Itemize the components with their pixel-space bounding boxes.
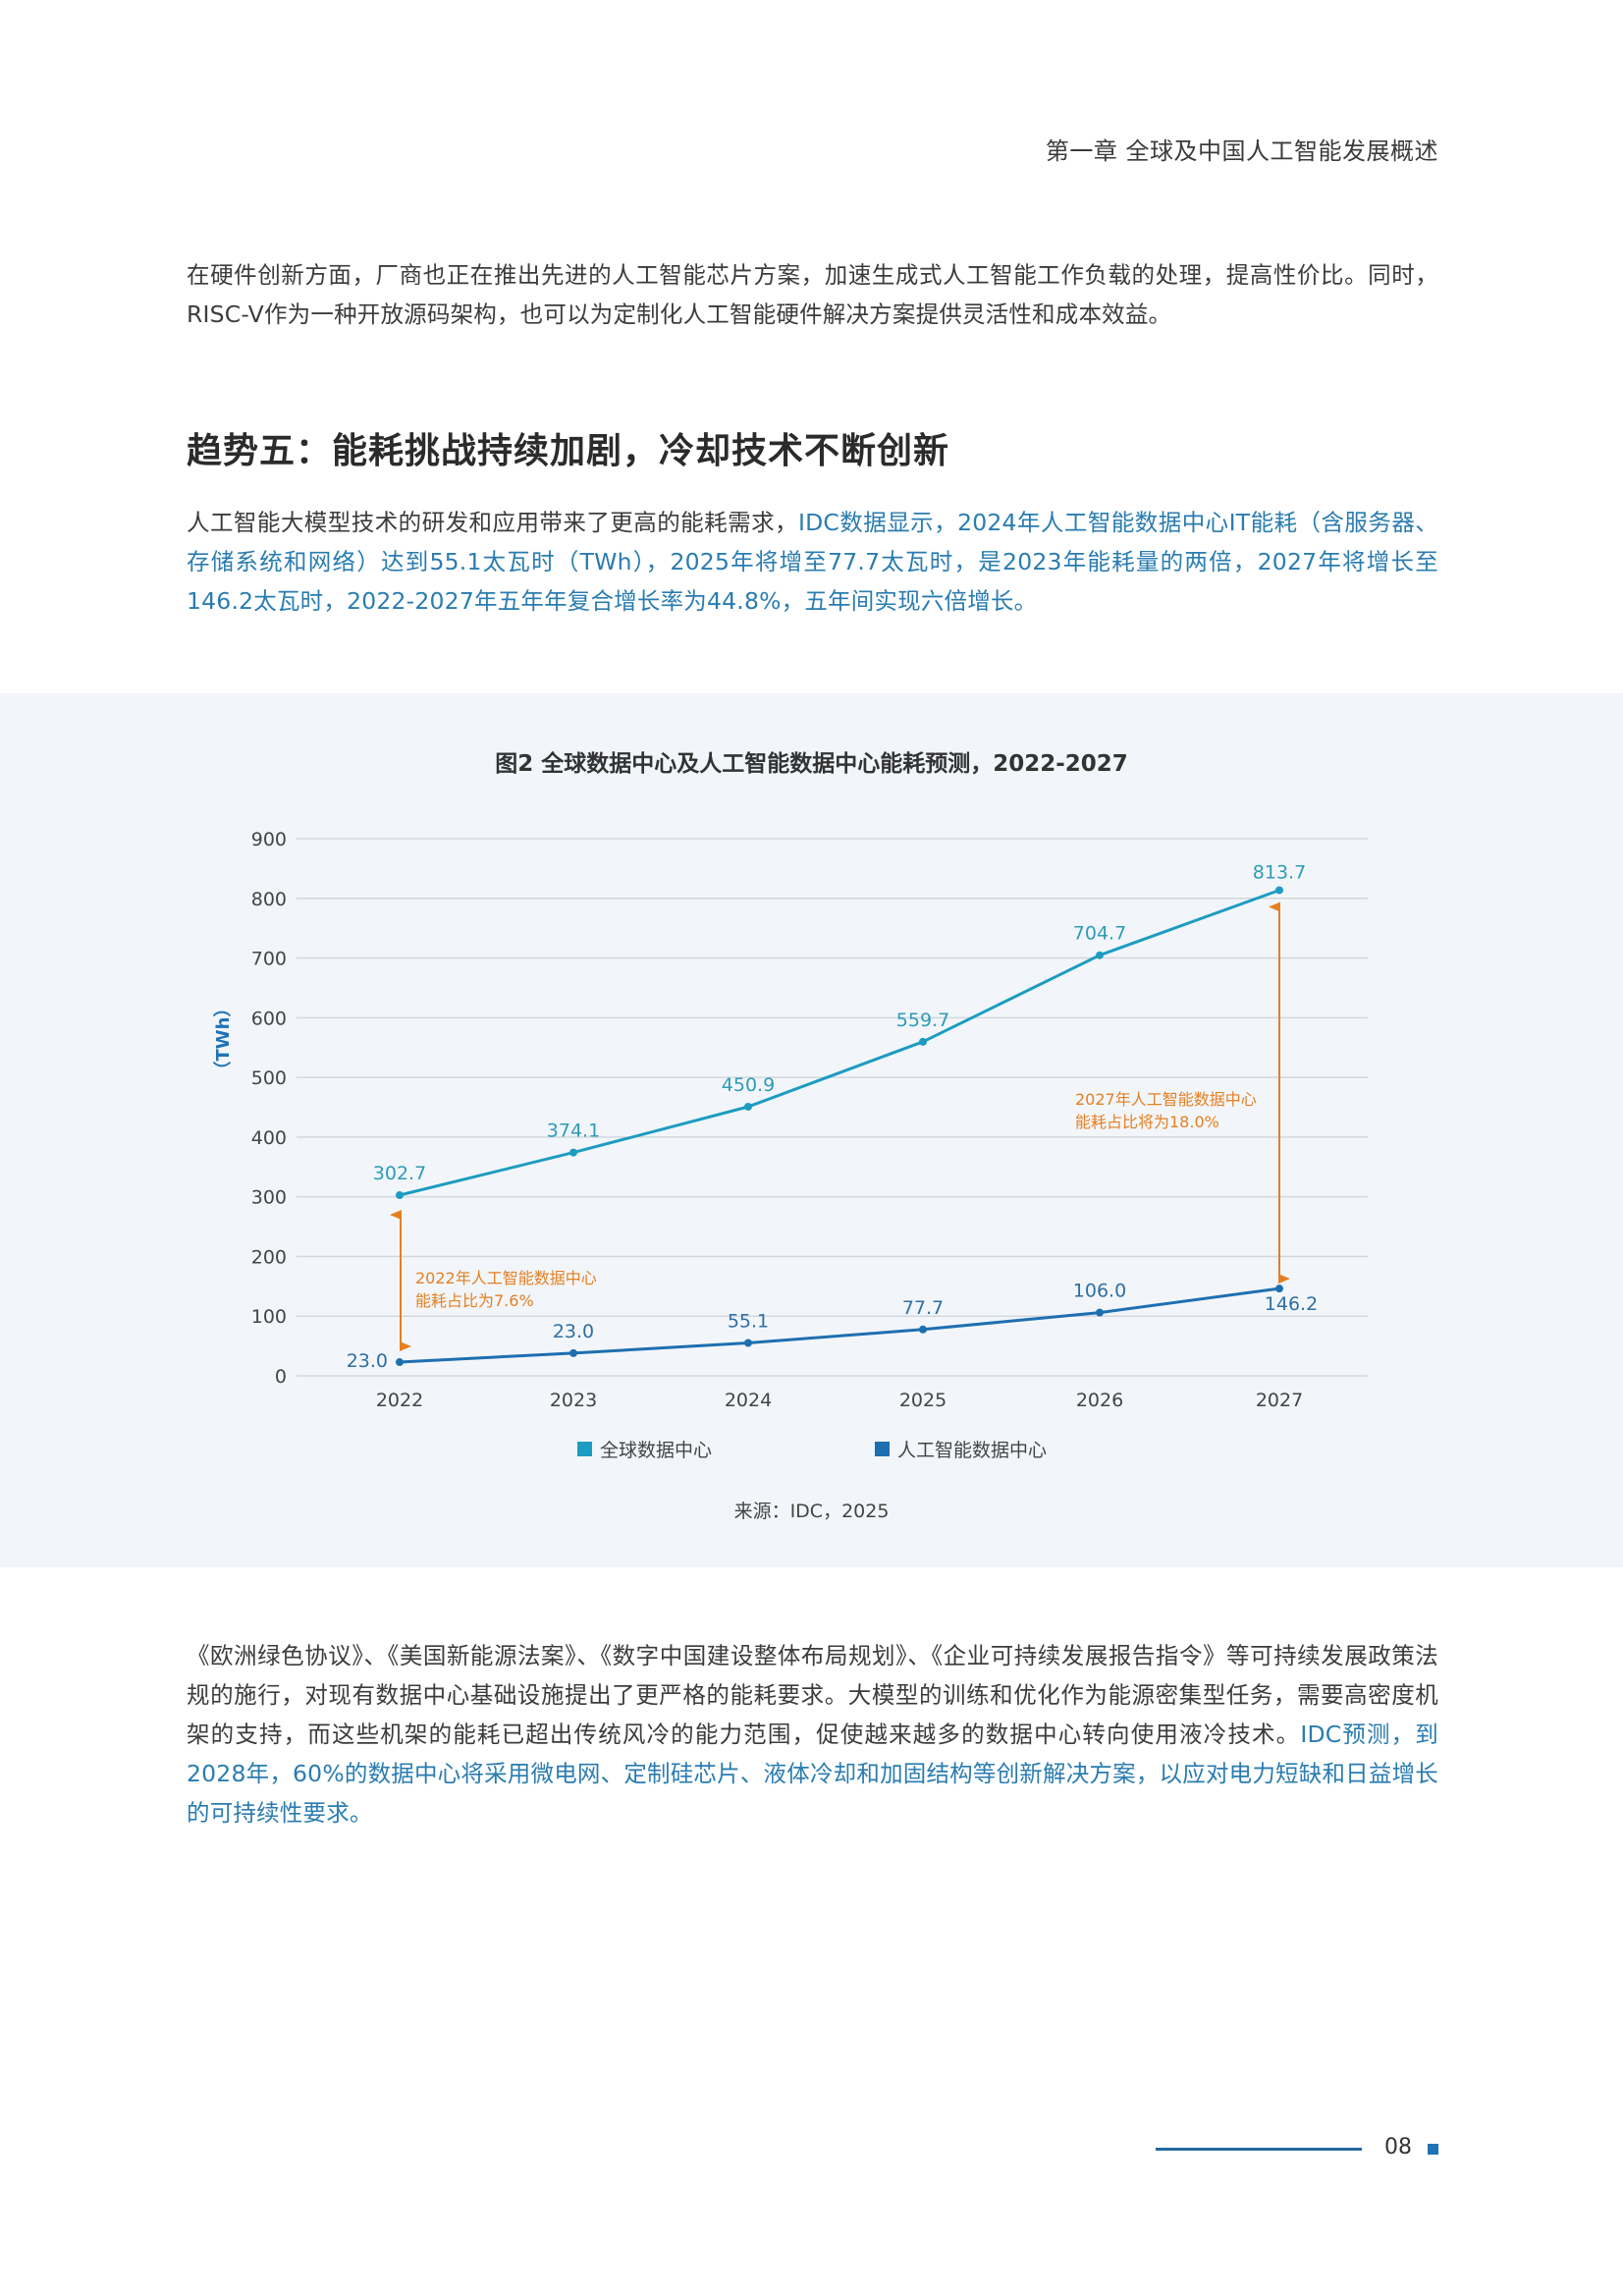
y-tick-label: 300	[251, 1187, 287, 1209]
data-label: 23.0	[347, 1350, 388, 1372]
page-marker-square-icon	[1428, 2144, 1438, 2155]
chart-gridlines	[297, 838, 1368, 1377]
data-point	[1275, 886, 1283, 895]
legend-swatch-global	[577, 1442, 592, 1456]
x-axis-ticks: 2022 2023 2024 2025 2026 2027	[376, 1390, 1303, 1411]
data-label: 55.1	[728, 1311, 769, 1333]
x-tick-label: 2027	[1256, 1390, 1303, 1411]
data-point	[919, 1325, 927, 1334]
annotation-text-2027: 2027年人工智能数据中心	[1075, 1090, 1257, 1109]
series-line	[399, 889, 1280, 1197]
data-label: 302.7	[373, 1163, 426, 1184]
data-label: 450.9	[722, 1074, 775, 1096]
paragraph-idc-highlight: IDC数据显示，2024年人工智能数据中心IT能耗（含服务器、存储系统和网络）达…	[187, 509, 1438, 615]
y-tick-label: 900	[251, 829, 287, 850]
y-axis-ticks: 0 100 200 300 400 500 600 700 800 900	[251, 829, 287, 1388]
chart-legend: 全球数据中心 人工智能数据中心	[0, 1436, 1623, 1465]
y-tick-label: 100	[251, 1306, 287, 1328]
paragraph-hardware-innovation: 在硬件创新方面，厂商也正在推出先进的人工智能芯片方案，加速生成式人工智能工作负载…	[187, 261, 1438, 328]
paragraph-energy-demand: 人工智能大模型技术的研发和应用带来了更高的能耗需求，IDC数据显示，2024年人…	[187, 503, 1438, 621]
legend-item-ai: 人工智能数据中心	[875, 1436, 1047, 1462]
paragraph-idc-forecast-highlight: IDC预测，到2028年，60%的数据中心将采用微电网、定制硅芯片、液体冷却和加…	[187, 1721, 1438, 1827]
paragraph-plain-text: 人工智能大模型技术的研发和应用带来了更高的能耗需求，	[187, 509, 798, 536]
figure-source: 来源：IDC，2025	[733, 1501, 890, 1522]
x-tick-label: 2025	[899, 1390, 947, 1411]
paragraph-policy: 《欧洲绿色协议》、《美国新能源法案》、《数字中国建设整体布局规划》、《企业可持续…	[187, 1636, 1438, 1832]
data-point	[744, 1339, 752, 1347]
legend-label-global: 全球数据中心	[600, 1440, 713, 1461]
x-tick-label: 2024	[725, 1390, 772, 1411]
data-label: 374.1	[547, 1121, 600, 1142]
data-point	[1096, 951, 1104, 959]
data-label: 559.7	[896, 1010, 949, 1031]
legend-label-ai: 人工智能数据中心	[897, 1440, 1048, 1461]
y-tick-label: 500	[251, 1067, 287, 1089]
y-tick-label: 700	[251, 949, 287, 970]
series-line	[399, 1286, 1280, 1364]
data-label: 146.2	[1265, 1293, 1318, 1315]
y-axis-label: （TWh）	[213, 1000, 234, 1079]
data-point	[396, 1191, 404, 1200]
footer-rule	[1156, 2148, 1362, 2151]
data-point	[569, 1148, 577, 1157]
data-point	[919, 1037, 927, 1046]
x-tick-label: 2023	[550, 1390, 597, 1411]
x-tick-label: 2022	[376, 1390, 423, 1411]
legend-swatch-ai	[875, 1442, 890, 1456]
data-label: 77.7	[902, 1297, 944, 1319]
data-point	[569, 1348, 577, 1357]
section-heading: 趋势五：能耗挑战持续加剧，冷却技术不断创新	[187, 431, 950, 471]
annotation-text-2022: 能耗占比为7.6%	[415, 1291, 534, 1310]
page-number: 08	[1384, 2135, 1412, 2159]
legend-item-global: 全球数据中心	[577, 1436, 712, 1462]
annotation-text-2022: 2022年人工智能数据中心	[415, 1269, 597, 1287]
x-tick-label: 2026	[1076, 1390, 1123, 1411]
annotation-text-2027: 能耗占比将为18.0%	[1075, 1113, 1219, 1131]
data-point	[1275, 1285, 1283, 1293]
y-tick-label: 200	[251, 1246, 287, 1268]
y-tick-label: 800	[251, 889, 287, 910]
figure-title: 图2 全球数据中心及人工智能数据中心能耗预测，2022-2027	[495, 751, 1128, 777]
y-tick-label: 0	[275, 1366, 287, 1388]
data-label: 106.0	[1073, 1281, 1126, 1302]
data-label: 23.0	[553, 1321, 594, 1342]
y-tick-label: 600	[251, 1008, 287, 1029]
data-point	[744, 1102, 752, 1111]
chart-series: 302.7 374.1 450.9 559.7 704.7 813.7 23.0 23.0 55…	[347, 861, 1319, 1372]
chapter-header: 第一章 全球及中国人工智能发展概述	[1045, 137, 1438, 165]
data-point	[1096, 1308, 1104, 1317]
paragraph-plain-text: 《欧洲绿色协议》、《美国新能源法案》、《数字中国建设整体布局规划》、《企业可持续…	[187, 1642, 1438, 1748]
data-label: 704.7	[1073, 923, 1126, 945]
data-label: 813.7	[1253, 861, 1306, 883]
data-point	[396, 1358, 404, 1367]
y-tick-label: 400	[251, 1127, 287, 1149]
